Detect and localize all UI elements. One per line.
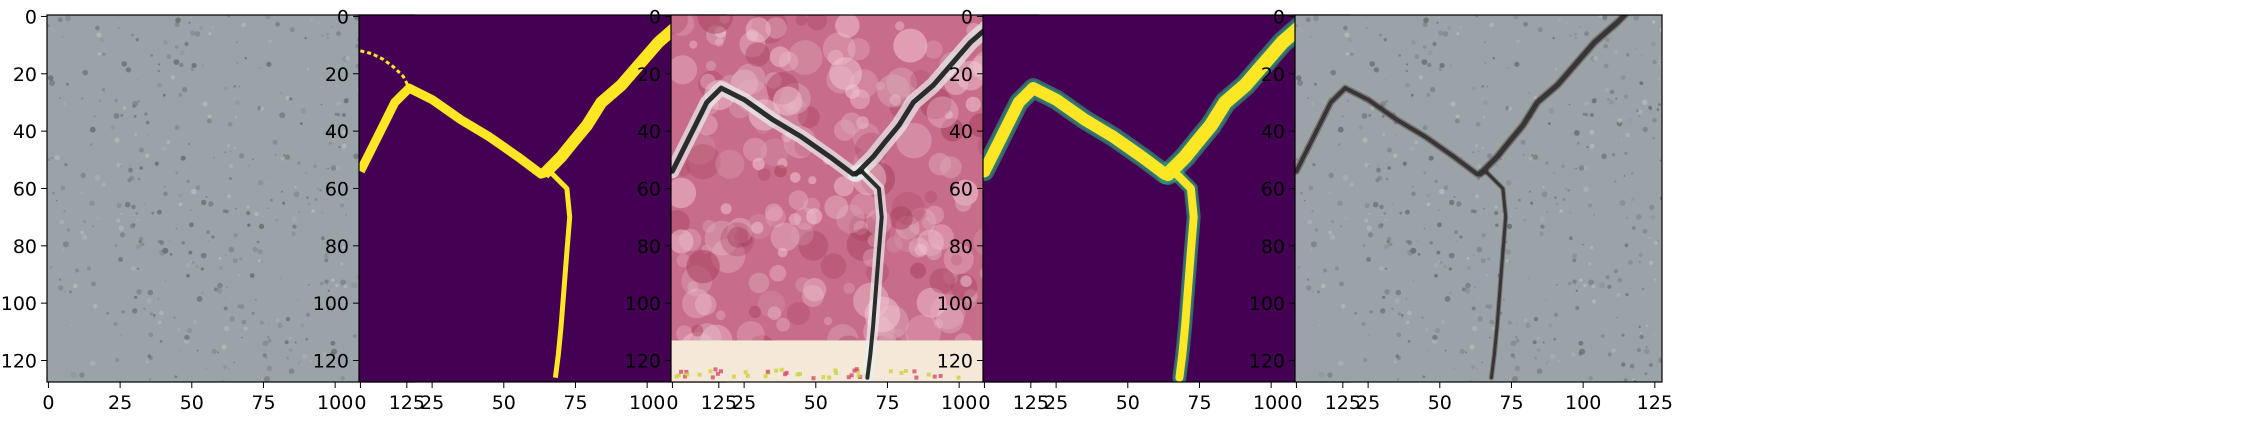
panel-soft-mask-image xyxy=(983,15,1350,382)
y-tick-label: 20 xyxy=(325,64,349,86)
y-tick-label: 40 xyxy=(1261,121,1285,143)
x-tick-label: 100 xyxy=(317,392,353,414)
panel-concrete-input-image xyxy=(47,15,414,382)
y-tick-label: 80 xyxy=(13,236,37,258)
y-tick-label: 0 xyxy=(649,6,661,28)
y-tick-label: 100 xyxy=(1,293,37,315)
y-tick-label: 40 xyxy=(637,121,661,143)
y-tick-label: 20 xyxy=(637,64,661,86)
panel-composited-result-plot: 0 25 50 75 100 125 0 20 40 60 80 100 120 xyxy=(1249,6,1673,414)
x-tick-label: 100 xyxy=(629,392,665,414)
x-tick-label: 0 xyxy=(354,392,366,414)
panel-concrete-input: 0 25 50 75 100 125 0 20 40 60 80 100 120 xyxy=(0,0,440,440)
y-tick-label: 80 xyxy=(1261,236,1285,258)
x-tick-label: 75 xyxy=(563,392,587,414)
y-tick-label: 100 xyxy=(1249,293,1285,315)
x-tick-label: 75 xyxy=(875,392,899,414)
axes-frame xyxy=(1294,14,1663,383)
y-tick-label: 60 xyxy=(637,178,661,200)
x-tick-label: 0 xyxy=(1290,392,1302,414)
x-tick-label: 25 xyxy=(732,392,756,414)
panel-generated-crack: 0 25 50 75 100 125 0 20 40 60 80 100 120 xyxy=(624,0,1064,440)
x-tick-label: 100 xyxy=(941,392,977,414)
x-tick-label: 50 xyxy=(804,392,828,414)
y-tick-label: 0 xyxy=(337,6,349,28)
y-tick-label: 0 xyxy=(961,6,973,28)
y-tick-label: 120 xyxy=(937,350,973,372)
y-tick-label: 80 xyxy=(637,236,661,258)
x-tick-label: 50 xyxy=(1116,392,1140,414)
panel-concrete-input-plot: 0 25 50 75 100 125 0 20 40 60 80 100 120 xyxy=(1,6,425,414)
y-tick-label: 100 xyxy=(625,293,661,315)
y-tick-label: 40 xyxy=(949,121,973,143)
x-tick-label: 100 xyxy=(1253,392,1289,414)
x-tick-label: 125 xyxy=(1637,392,1673,414)
y-tick-label: 60 xyxy=(1261,178,1285,200)
y-tick-label: 120 xyxy=(1249,350,1285,372)
y-tick-label: 60 xyxy=(13,178,37,200)
y-tick-label: 20 xyxy=(13,64,37,86)
x-tick-label: 25 xyxy=(1044,392,1068,414)
y-tick-label: 120 xyxy=(1,350,37,372)
y-tick-label: 60 xyxy=(949,178,973,200)
x-tick-label: 50 xyxy=(180,392,204,414)
y-tick-label: 20 xyxy=(1261,64,1285,86)
x-tick-label: 25 xyxy=(420,392,444,414)
x-tick-label: 0 xyxy=(666,392,678,414)
y-tick-label: 120 xyxy=(625,350,661,372)
x-tick-label: 75 xyxy=(1187,392,1211,414)
panel-composited-result: 0 25 50 75 100 125 0 20 40 60 80 100 120 xyxy=(1248,0,1688,440)
y-tick-label: 60 xyxy=(325,178,349,200)
x-tick-label: 125 xyxy=(1325,392,1361,414)
y-tick-label: 80 xyxy=(949,236,973,258)
panel-crack-mask: 0 25 50 75 100 125 0 20 40 60 80 100 120 xyxy=(312,0,752,440)
y-tick-label: 0 xyxy=(1273,6,1285,28)
x-tick-label: 100 xyxy=(1565,392,1601,414)
x-tick-label: 50 xyxy=(492,392,516,414)
x-tick-label: 0 xyxy=(978,392,990,414)
x-tick-label: 75 xyxy=(1499,392,1523,414)
panel-generated-crack-image xyxy=(671,15,1038,382)
x-tick-label: 125 xyxy=(1013,392,1049,414)
panel-soft-mask: 0 25 50 75 100 125 0 20 40 60 80 100 120 xyxy=(936,0,1376,440)
y-tick-label: 100 xyxy=(313,293,349,315)
x-tick-label: 75 xyxy=(251,392,275,414)
x-tick-label: 25 xyxy=(108,392,132,414)
y-tick-label: 40 xyxy=(325,121,349,143)
panel-composited-result-image xyxy=(1295,15,1662,382)
y-tick-label: 100 xyxy=(937,293,973,315)
y-tick-label: 120 xyxy=(313,350,349,372)
y-tick-label: 80 xyxy=(325,236,349,258)
panel-soft-mask-plot: 0 25 50 75 100 125 0 20 40 60 80 100 120 xyxy=(937,6,1361,414)
x-tick-label: 0 xyxy=(42,392,54,414)
x-tick-label: 125 xyxy=(701,392,737,414)
panel-generated-crack-plot: 0 25 50 75 100 125 0 20 40 60 80 100 120 xyxy=(625,6,1049,414)
y-tick-label: 20 xyxy=(949,64,973,86)
y-tick-label: 0 xyxy=(25,6,37,28)
y-tick-label: 40 xyxy=(13,121,37,143)
x-tick-label: 25 xyxy=(1356,392,1380,414)
x-tick-label: 125 xyxy=(389,392,425,414)
x-tick-label: 50 xyxy=(1428,392,1452,414)
panel-crack-mask-image xyxy=(359,15,726,382)
panel-crack-mask-plot: 0 25 50 75 100 125 0 20 40 60 80 100 120 xyxy=(313,6,737,414)
